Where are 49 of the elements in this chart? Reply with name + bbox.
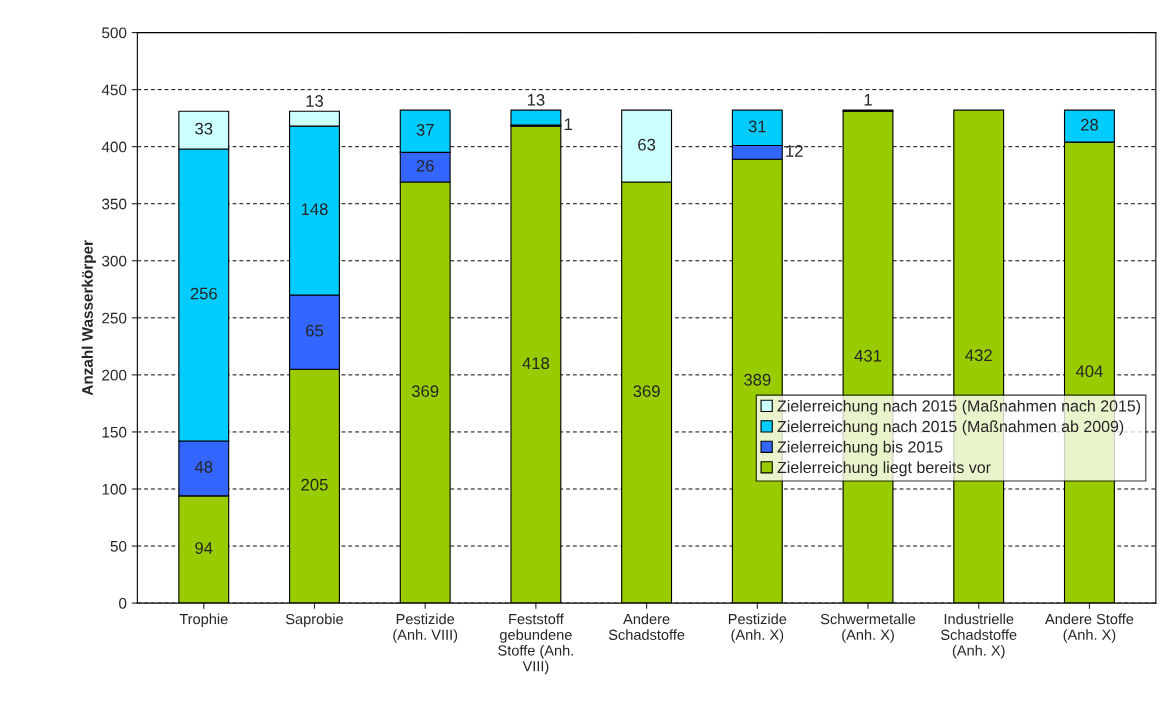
x-tick-label: Feststoff gebundene Stoffe (Anh. VIII) xyxy=(498,613,573,675)
y-tick-label: 450 xyxy=(101,84,127,96)
data-label: 404 xyxy=(1075,365,1103,378)
data-label: 432 xyxy=(965,349,992,362)
data-label: 369 xyxy=(411,385,439,398)
x-tick-label: Schwermetalle (Anh. X) xyxy=(820,613,916,643)
data-label: 13 xyxy=(527,93,545,106)
data-label: 63 xyxy=(638,138,656,151)
y-tick-label: 200 xyxy=(102,369,127,381)
data-label: 12 xyxy=(786,145,803,157)
y-tick-label: 0 xyxy=(119,597,127,609)
data-label: 389 xyxy=(744,373,771,386)
y-tick-label: 100 xyxy=(102,483,127,495)
x-tick-label: Trophie xyxy=(179,613,228,628)
x-tick-label: Industrielle Schadstoffe (Anh. X) xyxy=(941,613,1017,659)
legend-label: Zielerreichung bis 2015 xyxy=(777,440,943,456)
y-tick-label: 300 xyxy=(102,255,127,267)
x-tick-label: Andere Schadstoffe xyxy=(608,613,685,640)
y-tick-label: 50 xyxy=(110,540,127,552)
y-tick-label: 350 xyxy=(102,198,127,210)
y-axis-title: Anzahl Wasserkörper xyxy=(81,240,96,396)
y-tick-label: 150 xyxy=(102,426,127,438)
data-label: 31 xyxy=(748,120,766,133)
legend-label: Zielerreichung liegt bereits vor xyxy=(777,461,991,477)
data-label: 48 xyxy=(194,461,213,473)
data-label: 256 xyxy=(190,287,217,300)
data-label: 26 xyxy=(416,159,434,172)
data-label: 94 xyxy=(195,542,213,554)
legend-label: Zielerreichung nach 2015 (Maßnahmen ab 2009) xyxy=(777,420,1124,436)
data-label: 1 xyxy=(864,94,872,106)
x-tick-label: Saprobie xyxy=(285,613,344,628)
y-tick-label: 400 xyxy=(101,141,127,153)
data-label: 28 xyxy=(1081,118,1098,131)
y-tick-label: 250 xyxy=(102,312,127,324)
data-label: 33 xyxy=(195,122,213,135)
data-label: 65 xyxy=(306,324,324,337)
data-label: 369 xyxy=(633,385,660,398)
data-label: 1 xyxy=(564,118,573,130)
x-tick-label: Pestizide (Anh. VIII) xyxy=(393,613,458,643)
data-label: 431 xyxy=(854,349,882,362)
data-label: 13 xyxy=(306,95,324,107)
y-tick-label: 500 xyxy=(102,27,127,39)
x-tick-label: Andere Stoffe (Anh. X) xyxy=(1045,613,1134,643)
data-label: 37 xyxy=(416,123,434,136)
x-tick-label: Pestizide (Anh. X) xyxy=(728,613,787,643)
data-label: 205 xyxy=(301,478,328,491)
data-label: 418 xyxy=(522,357,550,370)
data-label: 148 xyxy=(301,203,328,216)
legend-label: Zielerreichung nach 2015 (Maßnahmen nach 2015) xyxy=(777,399,1141,415)
